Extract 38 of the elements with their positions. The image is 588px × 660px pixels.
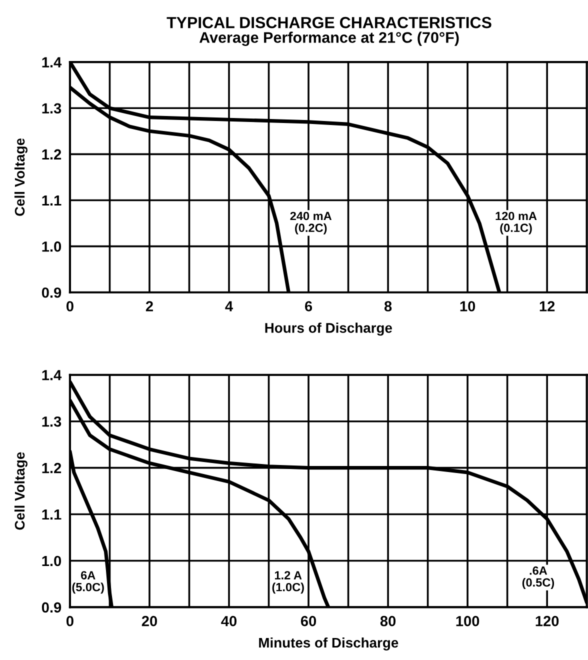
chart-subtitle: Average Performance at 21°C (70°F): [199, 32, 459, 46]
y-tick-label: 1.4: [42, 57, 62, 68]
x-axis-title: Hours of Discharge: [265, 322, 392, 336]
chart-title: TYPICAL DISCHARGE CHARACTERISTICS: [166, 16, 492, 28]
y-axis-title: Cell Voltage: [14, 452, 28, 530]
y-tick-label: 1.3: [42, 103, 62, 114]
y-tick-label: 1.4: [42, 370, 62, 380]
series-label: .6A (0.5C): [522, 566, 554, 589]
x-tick-label: 8: [384, 301, 392, 312]
x-tick-label: 20: [142, 616, 157, 626]
y-tick-label: 0.9: [42, 287, 62, 298]
x-tick-label: 6: [304, 301, 312, 312]
x-tick-label: 12: [540, 301, 555, 312]
x-tick-label: 10: [460, 301, 476, 312]
x-tick-label: 60: [300, 616, 316, 626]
x-tick-label: 40: [221, 616, 237, 626]
y-axis-title: Cell Voltage: [14, 138, 28, 216]
x-tick-label: 100: [456, 616, 480, 626]
x-tick-label: 0: [66, 616, 74, 626]
x-tick-label: 4: [225, 301, 233, 312]
y-tick-label: 1.1: [42, 510, 62, 520]
y-tick-label: 1.3: [42, 416, 62, 427]
y-tick-label: 1.0: [42, 556, 62, 566]
y-tick-label: 1.0: [42, 241, 62, 252]
series-label: 1.2 A (1.0C): [272, 571, 304, 594]
x-tick-label: 80: [380, 616, 396, 626]
y-tick-label: 1.2: [42, 149, 62, 160]
series-label: 240 mA (0.2C): [290, 212, 332, 234]
y-tick-label: 0.9: [42, 602, 62, 613]
series-label: 6A (5.0C): [72, 571, 104, 594]
x-tick-label: 0: [66, 301, 74, 312]
y-tick-label: 1.2: [42, 462, 62, 474]
y-tick-label: 1.1: [42, 195, 62, 206]
x-tick-label: 2: [146, 301, 153, 312]
x-axis-title: Minutes of Discharge: [259, 637, 398, 650]
line-series: [70, 380, 587, 604]
series-label: 120 mA (0.1C): [496, 212, 537, 234]
x-tick-label: 120: [536, 616, 559, 626]
